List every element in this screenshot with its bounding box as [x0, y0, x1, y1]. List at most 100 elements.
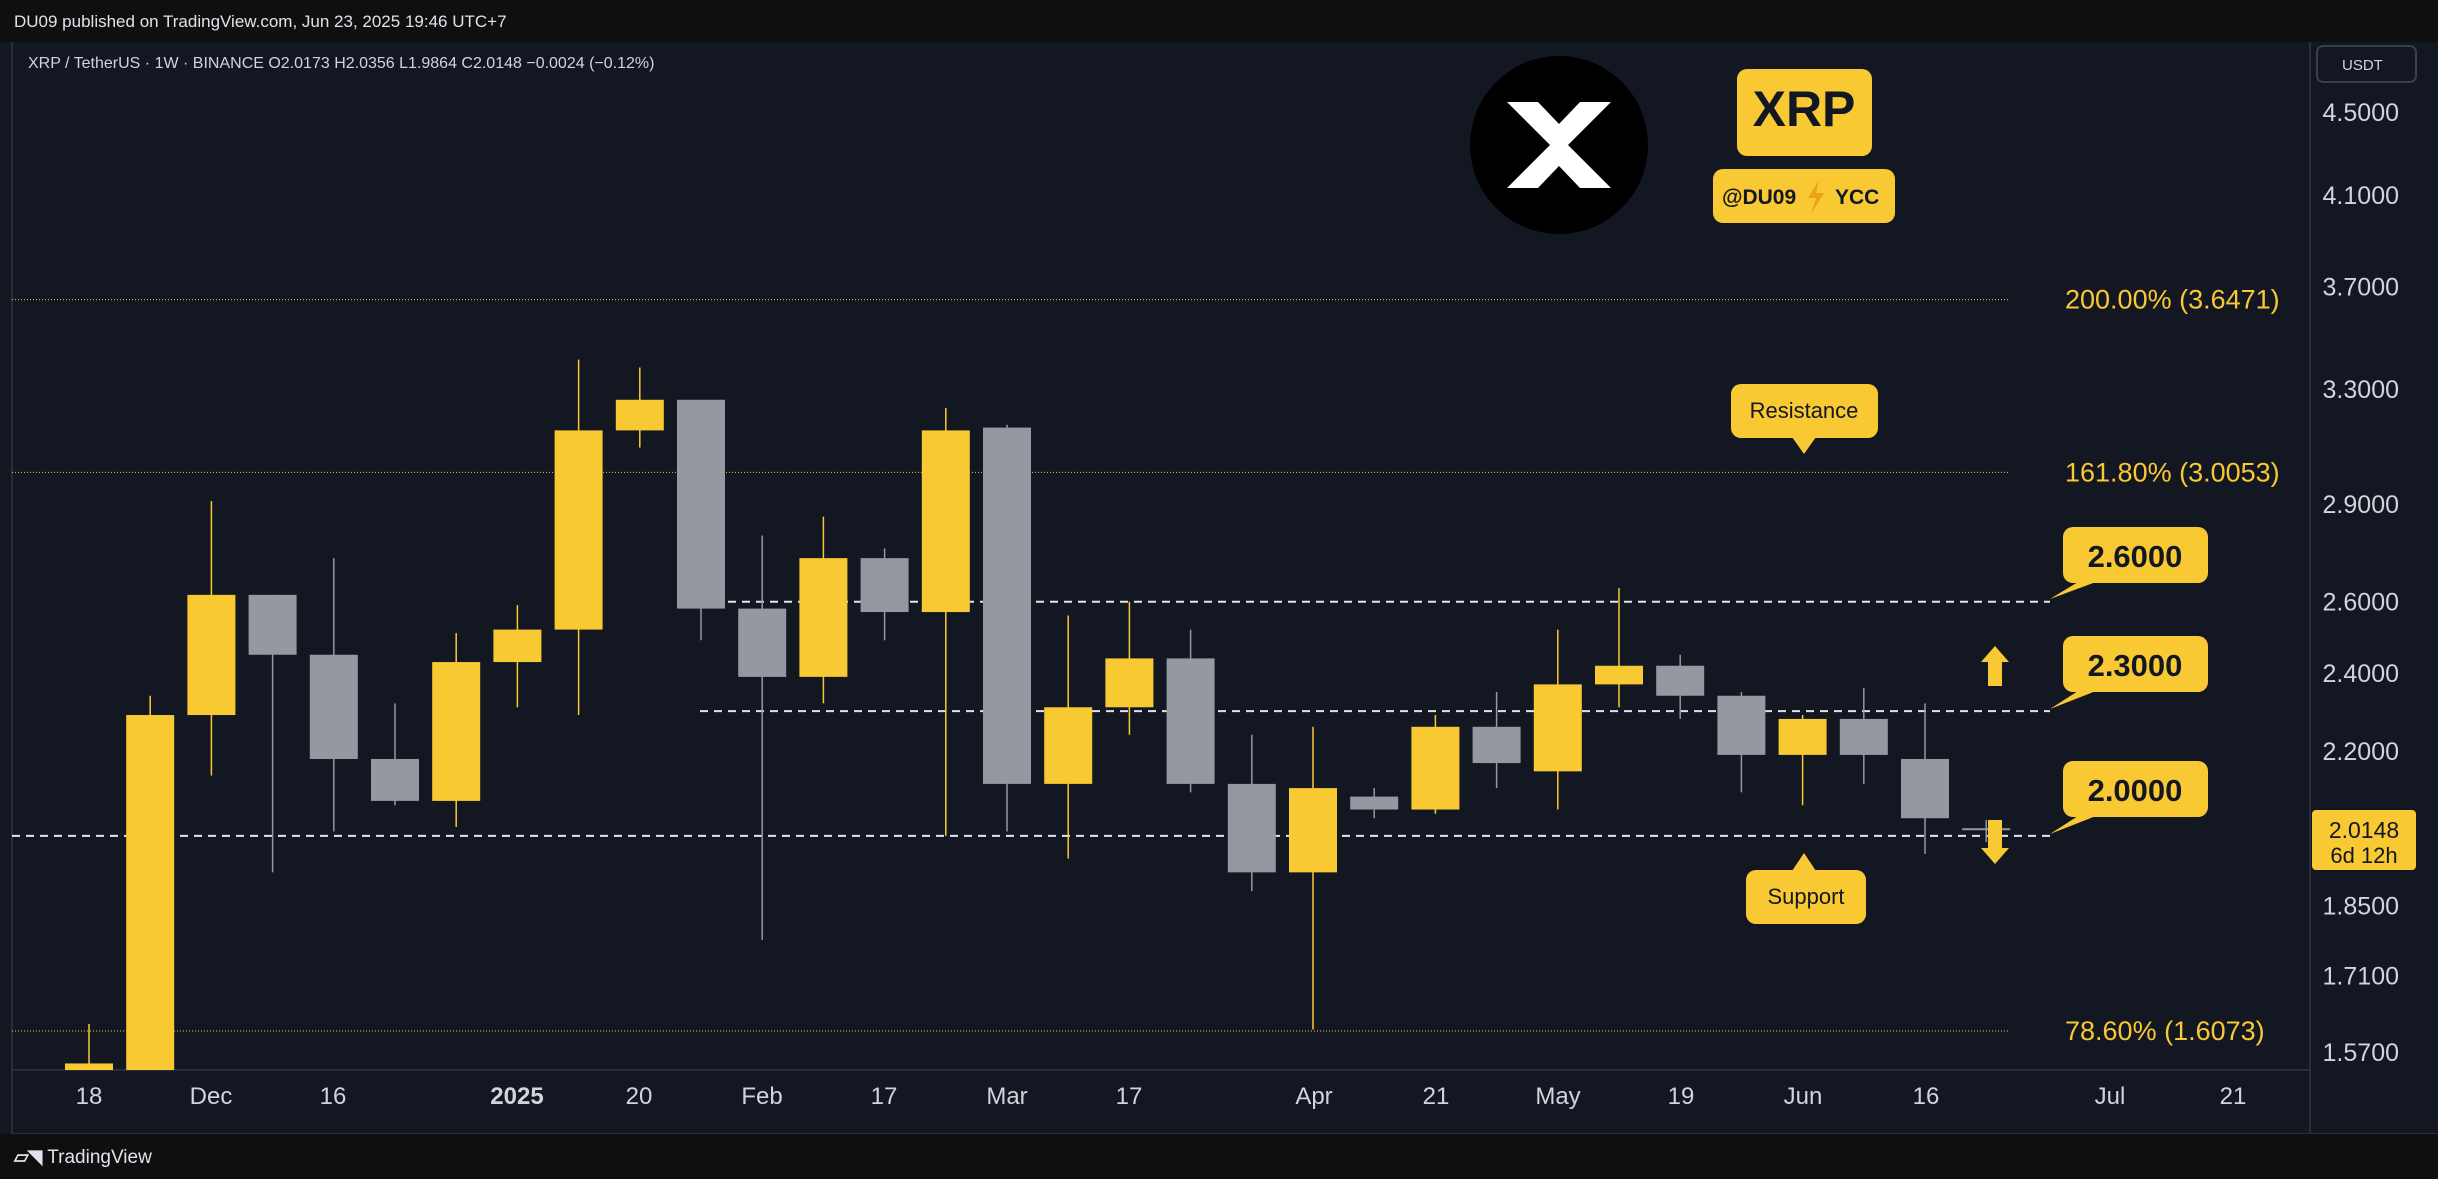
candle[interactable]: [65, 1024, 113, 1070]
fib-label: 200.00% (3.6471): [2065, 285, 2280, 315]
symbol-info: XRP / TetherUS · 1W · BINANCE O2.0173 H2…: [28, 55, 654, 72]
x-tick-label: 16: [320, 1083, 347, 1110]
candle[interactable]: [554, 359, 603, 716]
candle-body: [1166, 658, 1215, 784]
candle-body: [248, 594, 297, 655]
candle[interactable]: [1350, 788, 1399, 819]
level-2600-label: 2.6000: [2088, 539, 2183, 574]
time-axis[interactable]: 18 Dec 16 2025 20 Feb 17 Mar 17 Apr 21 May 19 Jun 16 Ju…: [76, 1083, 2247, 1110]
support-callout: Support: [1746, 853, 1866, 924]
candle[interactable]: [799, 516, 848, 704]
level-2000-callout: 2.0000: [2050, 761, 2208, 834]
candle-body: [615, 399, 664, 431]
x-tick-label: Jun: [1784, 1083, 1823, 1110]
coin-badge: XRP: [1737, 69, 1872, 156]
candle[interactable]: [1411, 715, 1460, 814]
y-tick-label: 4.1000: [2323, 182, 2399, 210]
candle[interactable]: [1166, 629, 1215, 793]
candle[interactable]: [1717, 691, 1766, 793]
x-tick-label: 21: [1423, 1083, 1450, 1110]
x-tick-label: 20: [626, 1083, 653, 1110]
candles[interactable]: [65, 359, 2011, 1070]
x-tick-label: Jul: [2095, 1083, 2126, 1110]
candle-body: [1289, 788, 1337, 873]
candle[interactable]: [432, 633, 481, 828]
x-tick-label: 19: [1668, 1083, 1695, 1110]
level-2600-callout: 2.6000: [2050, 527, 2208, 599]
x-tick-label: 17: [871, 1083, 898, 1110]
candle[interactable]: [860, 548, 909, 641]
y-tick-label: 2.2000: [2323, 738, 2399, 766]
candle-body: [1901, 758, 1949, 819]
plot-area: [12, 42, 2310, 1070]
candle-body: [1717, 695, 1766, 755]
candle[interactable]: [1962, 820, 2011, 842]
candle[interactable]: [1778, 715, 1827, 806]
price-chart[interactable]: 200.00% (3.6471) 161.80% (3.0053) 78.60% (…: [0, 42, 2438, 1134]
candle-body: [371, 758, 419, 801]
level-2300-callout: 2.3000: [2050, 636, 2208, 709]
x-tick-label: Mar: [986, 1083, 1027, 1110]
x-tick-label: 21: [2220, 1083, 2247, 1110]
candle[interactable]: [1839, 688, 1888, 784]
candle-body: [1962, 828, 2011, 831]
y-tick-label: 1.7100: [2323, 963, 2399, 991]
y-tick-label: 2.9000: [2323, 491, 2399, 519]
candle-body: [554, 430, 603, 630]
x-tick-label: Apr: [1295, 1083, 1332, 1110]
candle[interactable]: [1044, 615, 1093, 859]
candle-body: [126, 715, 175, 1070]
candle-body: [493, 629, 542, 663]
candle-body: [1656, 665, 1705, 696]
candle[interactable]: [1533, 629, 1582, 810]
candle-body: [921, 430, 970, 613]
candle[interactable]: [738, 535, 787, 940]
y-tick-label: 3.7000: [2323, 274, 2399, 302]
candle[interactable]: [309, 558, 358, 832]
footer-logo-text: TradingView: [47, 1147, 152, 1168]
candle[interactable]: [1901, 703, 1949, 854]
x-tick-label: May: [1535, 1083, 1580, 1110]
candle[interactable]: [677, 399, 725, 641]
current-price: 2.0148: [2329, 817, 2399, 843]
x-tick-label: 17: [1116, 1083, 1143, 1110]
candle[interactable]: [1472, 691, 1521, 789]
x-tick-label: 2025: [490, 1083, 543, 1110]
candle[interactable]: [983, 424, 1031, 832]
candle[interactable]: [248, 594, 297, 873]
candle[interactable]: [1105, 601, 1154, 735]
author-tag: @DU09: [1722, 186, 1796, 209]
candle[interactable]: [187, 501, 236, 776]
candle[interactable]: [1595, 588, 1643, 708]
author-suffix: YCC: [1835, 186, 1879, 209]
x-tick-label: 18: [76, 1083, 103, 1110]
published-by-text: DU09 published on TradingView.com, Jun 2…: [14, 12, 507, 31]
candle[interactable]: [371, 703, 419, 806]
candle[interactable]: [615, 367, 664, 448]
footer: ▱◥ TradingView: [0, 1134, 2438, 1179]
candle[interactable]: [1656, 654, 1705, 719]
candle-body: [1105, 658, 1154, 708]
candle[interactable]: [1227, 734, 1276, 892]
y-tick-label: 3.3000: [2323, 376, 2399, 404]
coin-symbol: XRP: [1753, 81, 1856, 137]
candle-body: [1839, 718, 1888, 755]
resistance-callout: Resistance: [1731, 384, 1878, 454]
candle-body: [1533, 684, 1582, 772]
candle[interactable]: [493, 605, 542, 708]
currency-badge[interactable]: USDT: [2316, 45, 2417, 83]
candle-body: [1044, 707, 1093, 784]
fib-label: 161.80% (3.0053): [2065, 457, 2280, 487]
tradingview-logo[interactable]: ▱◥ TradingView: [14, 1146, 152, 1169]
resistance-label: Resistance: [1750, 398, 1859, 423]
author-badge: @DU09 YCC: [1713, 169, 1895, 223]
y-tick-label: 4.5000: [2323, 99, 2399, 127]
current-price-tag[interactable]: 2.0148 6d 12h: [2312, 810, 2416, 870]
price-axis[interactable]: 4.5000 4.1000 3.7000 3.3000 2.9000 2.6000 2.40…: [2323, 99, 2399, 1067]
candle[interactable]: [1289, 726, 1337, 1030]
candle[interactable]: [126, 695, 175, 1070]
x-tick-label: Feb: [741, 1083, 782, 1110]
candle-body: [1350, 796, 1399, 810]
arrow-down-icon: [1981, 820, 2009, 864]
candle[interactable]: [921, 408, 970, 836]
